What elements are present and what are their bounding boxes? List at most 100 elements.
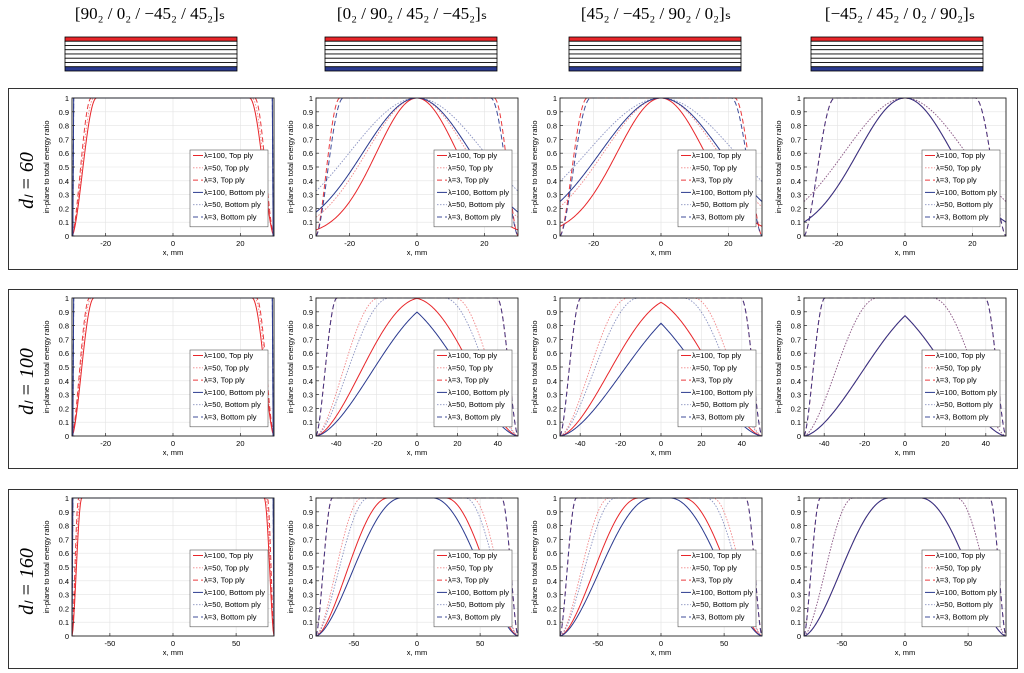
y-tick-label: 0.4 <box>547 377 557 386</box>
y-tick-label: 0.1 <box>59 418 69 427</box>
y-tick-label: 1 <box>553 494 557 503</box>
ply-2 <box>568 40 742 46</box>
y-tick-label: 0 <box>797 632 801 641</box>
y-axis-label: in-plane to total energy ratio <box>42 121 51 214</box>
series-line <box>803 297 1007 437</box>
x-tick-label: 20 <box>453 439 461 448</box>
ply-4 <box>810 49 984 55</box>
y-tick-label: 0.6 <box>791 349 801 358</box>
x-tick-label: -20 <box>859 439 870 448</box>
legend-box <box>189 549 269 628</box>
legend-label: λ=3, Bottom ply <box>936 613 989 622</box>
x-tick-label: 20 <box>697 439 705 448</box>
y-tick-label: 0.1 <box>303 618 313 627</box>
ply-3 <box>810 45 984 51</box>
row-label: dₗ = 160 <box>15 547 38 615</box>
y-tick-label: 0.8 <box>59 522 69 531</box>
y-tick-label: 0.6 <box>547 549 557 558</box>
legend-box <box>921 349 1001 428</box>
x-axis-label: x, mm <box>407 648 427 657</box>
legend-label: λ=100, Top ply <box>204 551 253 560</box>
y-tick-label: 0.3 <box>791 191 801 200</box>
ply-8 <box>568 66 742 72</box>
legend-label: λ=100, Bottom ply <box>204 388 265 397</box>
y-tick-label: 1 <box>309 494 313 503</box>
x-axis-label: x, mm <box>163 248 183 257</box>
y-tick-label: 0.7 <box>59 135 69 144</box>
legend-label: λ=3, Top ply <box>936 376 977 385</box>
y-tick-label: 0.2 <box>791 204 801 213</box>
x-tick-label: 0 <box>415 239 419 248</box>
ply-5 <box>324 53 498 59</box>
y-tick-label: 0.9 <box>547 508 557 517</box>
y-tick-label: 0.7 <box>791 535 801 544</box>
legend-label: λ=100, Bottom ply <box>692 388 753 397</box>
laminate-stack <box>810 36 984 72</box>
legend-label: λ=100, Top ply <box>448 351 497 360</box>
legend-label: λ=50, Top ply <box>204 563 249 572</box>
x-tick-label: 20 <box>941 439 949 448</box>
legend-label: λ=3, Bottom ply <box>936 413 989 422</box>
ply-8 <box>324 66 498 72</box>
y-tick-label: 1 <box>65 494 69 503</box>
y-tick-label: 0.4 <box>791 177 801 186</box>
y-tick-label: 0.6 <box>547 149 557 158</box>
legend-label: λ=50, Top ply <box>448 363 493 372</box>
plot-panel: 0 0.1 0.2 0.3 0.4 0.5 0.6 0.7 0.8 0.9 1 -20 0 20 x, mm… <box>530 94 763 257</box>
y-tick-label: 0.7 <box>59 535 69 544</box>
y-tick-label: 0.3 <box>547 191 557 200</box>
legend-box <box>677 349 757 428</box>
ply-6 <box>324 57 498 63</box>
y-tick-label: 0.3 <box>547 391 557 400</box>
legend-box <box>189 149 269 228</box>
x-axis-label: x, mm <box>163 448 183 457</box>
legend-label: λ=50, Bottom ply <box>936 600 993 609</box>
y-tick-label: 0.8 <box>303 122 313 131</box>
x-tick-label: 20 <box>480 239 488 248</box>
y-tick-label: 0.4 <box>303 577 313 586</box>
legend-label: λ=50, Top ply <box>936 163 981 172</box>
y-tick-label: 0 <box>309 432 313 441</box>
ply-4 <box>568 49 742 55</box>
y-tick-label: 0.7 <box>303 135 313 144</box>
y-tick-label: 0.5 <box>303 563 313 572</box>
legend-box <box>677 549 757 628</box>
legend-label: λ=100, Bottom ply <box>204 588 265 597</box>
y-tick-label: 1 <box>797 294 801 303</box>
y-tick-label: 1 <box>65 94 69 103</box>
legend-label: λ=100, Bottom ply <box>448 388 509 397</box>
y-tick-label: 0.9 <box>791 308 801 317</box>
ply-7 <box>568 62 742 68</box>
y-tick-label: 1 <box>309 294 313 303</box>
legend-label: λ=100, Bottom ply <box>936 388 997 397</box>
x-tick-label: -50 <box>104 639 115 648</box>
y-tick-label: 0.9 <box>303 308 313 317</box>
y-tick-label: 0.6 <box>547 349 557 358</box>
x-tick-label: 50 <box>720 639 728 648</box>
y-tick-label: 0.5 <box>59 363 69 372</box>
legend-label: λ=100, Bottom ply <box>448 188 509 197</box>
y-tick-label: 0.9 <box>791 508 801 517</box>
legend-label: λ=50, Bottom ply <box>448 400 505 409</box>
ply-1 <box>324 36 498 42</box>
y-tick-label: 0.5 <box>303 363 313 372</box>
x-tick-label: 50 <box>232 639 240 648</box>
y-tick-label: 0.5 <box>59 563 69 572</box>
ply-7 <box>810 62 984 68</box>
y-tick-label: 0.2 <box>303 604 313 613</box>
y-tick-label: 0.8 <box>791 122 801 131</box>
x-tick-label: -40 <box>331 439 342 448</box>
legend-label: λ=3, Top ply <box>692 576 733 585</box>
y-tick-label: 0.9 <box>547 108 557 117</box>
legend-label: λ=100, Bottom ply <box>692 188 753 197</box>
legend-label: λ=100, Top ply <box>204 151 253 160</box>
legend-label: λ=3, Top ply <box>936 176 977 185</box>
y-tick-label: 1 <box>797 494 801 503</box>
y-tick-label: 0.8 <box>791 322 801 331</box>
y-tick-label: 0.1 <box>303 418 313 427</box>
x-tick-label: 40 <box>494 439 502 448</box>
ply-3 <box>324 45 498 51</box>
legend-label: λ=50, Bottom ply <box>692 400 749 409</box>
x-tick-label: -50 <box>836 639 847 648</box>
y-axis-label: in-plane to total energy ratio <box>286 121 295 214</box>
